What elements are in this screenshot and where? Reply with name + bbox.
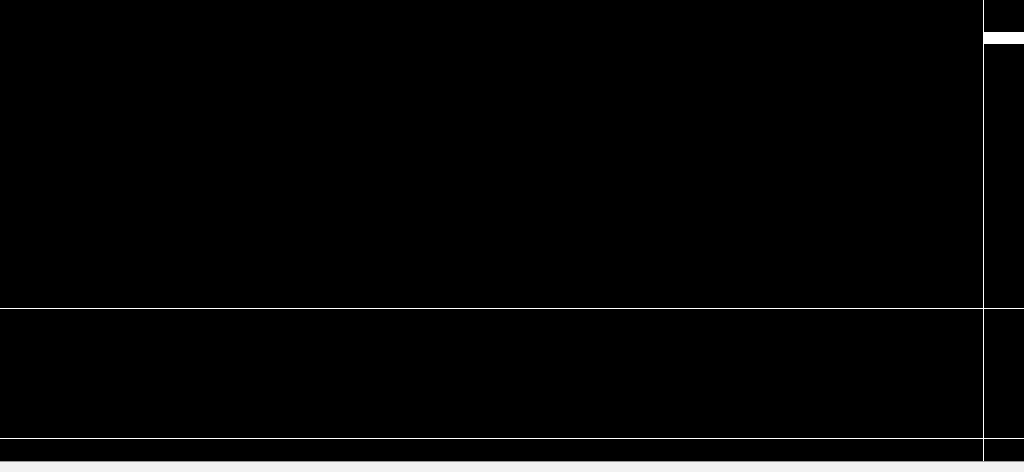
price-axis[interactable]	[983, 0, 1024, 461]
main-chart-canvas[interactable]	[0, 0, 983, 308]
bottom-strip-canvas	[0, 439, 1024, 461]
panel-divider-bottom[interactable]	[0, 438, 1024, 439]
current-price-box	[984, 32, 1024, 44]
time-axis[interactable]	[0, 461, 1024, 472]
indicator-panel-canvas[interactable]	[0, 310, 983, 438]
panel-divider[interactable]	[0, 308, 1024, 309]
